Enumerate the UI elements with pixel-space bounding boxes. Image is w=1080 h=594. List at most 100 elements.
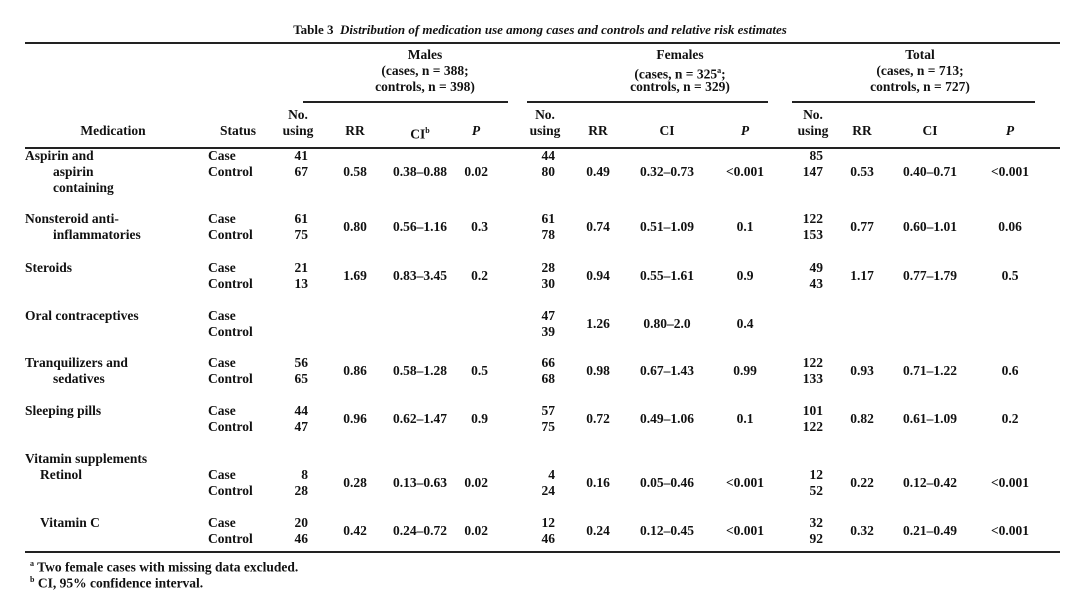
p-value: 0.02 [464, 164, 488, 179]
rr-value: 0.86 [343, 363, 367, 378]
ci-value: 0.05–0.46 [640, 475, 694, 490]
no-using-value: 28 [541, 260, 556, 275]
col-header-no-using: using [797, 123, 829, 138]
footnote: b CI, 95% confidence interval. [30, 572, 203, 592]
no-using-value: 92 [809, 531, 824, 546]
medication-label: aspirin [53, 164, 94, 179]
group-rule-males [303, 101, 508, 103]
footnote: a Two female cases with missing data exc… [30, 556, 298, 576]
status-label: Control [208, 419, 253, 434]
status-label: Control [208, 276, 253, 291]
col-header-p: P [471, 123, 481, 138]
group-header-total: Total [905, 47, 935, 62]
ci-value: 0.40–0.71 [903, 164, 957, 179]
footnote-mark: b [425, 126, 430, 135]
no-using-value: 21 [294, 260, 309, 275]
no-using-value: 24 [541, 483, 556, 498]
no-using-value: 52 [809, 483, 824, 498]
no-using-value: 43 [809, 276, 824, 291]
cases-count: (cases, n = 388; [381, 63, 469, 78]
col-header-rr: RR [345, 123, 365, 138]
p-value: <0.001 [725, 523, 765, 538]
medication-label: Nonsteroid anti- [25, 211, 119, 226]
group-rule-females [527, 101, 768, 103]
no-using-value: 68 [541, 371, 556, 386]
col-header-p: P [1005, 123, 1015, 138]
rr-value: 0.22 [850, 475, 874, 490]
cases-count: (cases, n = 325 [634, 66, 718, 82]
no-using-value: 133 [802, 371, 823, 386]
p-value: 0.4 [736, 316, 754, 331]
col-header-p: P [740, 123, 750, 138]
no-using-value: 65 [294, 371, 309, 386]
col-header-no-using: No. [535, 107, 555, 122]
col-header-status: Status [219, 123, 257, 138]
status-label: Control [208, 483, 253, 498]
ci-value: 0.12–0.42 [903, 475, 957, 490]
ci-value: 0.83–3.45 [393, 268, 447, 283]
no-using-value: 153 [802, 227, 823, 242]
medication-label: inflammatories [53, 227, 141, 242]
ci-value: 0.67–1.43 [640, 363, 694, 378]
header-rule [25, 147, 1060, 149]
status-label: Control [208, 227, 253, 242]
status-label: Control [208, 324, 253, 339]
ci-label: CI [922, 123, 938, 138]
group-header-males: Males [407, 47, 443, 62]
medication-label: Retinol [40, 467, 82, 482]
rr-value: 0.32 [850, 523, 874, 538]
status-label: Case [208, 515, 236, 530]
ci-value: 0.12–0.45 [640, 523, 694, 538]
p-value: 0.9 [736, 268, 754, 283]
table-label: Table 3 [293, 22, 334, 37]
no-using-value: 147 [802, 164, 823, 179]
ci-value: 0.13–0.63 [393, 475, 447, 490]
medication-label: sedatives [53, 371, 105, 386]
rr-value: 0.93 [850, 363, 874, 378]
p-value: 0.5 [1001, 268, 1019, 283]
medication-label: Aspirin and [25, 148, 94, 163]
ci-value: 0.61–1.09 [903, 411, 957, 426]
no-using-value: 122 [802, 211, 823, 226]
no-using-value: 44 [294, 403, 309, 418]
rr-value: 1.17 [850, 268, 874, 283]
no-using-value: 13 [294, 276, 309, 291]
no-using-value: 66 [541, 355, 556, 370]
rr-value: 1.26 [586, 316, 610, 331]
no-using-value: 30 [541, 276, 556, 291]
ci-value: 0.49–1.06 [640, 411, 694, 426]
col-header-no-using: No. [803, 107, 823, 122]
no-using-value: 78 [541, 227, 556, 242]
p-value: 0.2 [1001, 411, 1019, 426]
medication-label: Sleeping pills [25, 403, 102, 418]
ci-value: 0.24–0.72 [393, 523, 447, 538]
no-using-value: 44 [541, 148, 556, 163]
p-value: 0.06 [998, 219, 1022, 234]
ci-label: CI [410, 126, 426, 142]
p-value: 0.02 [464, 475, 488, 490]
no-using-value: 4 [548, 467, 555, 482]
punctuation: ; [721, 66, 726, 82]
no-using-value: 47 [294, 419, 309, 434]
p-value: 0.1 [736, 411, 754, 426]
no-using-value: 12 [541, 515, 556, 530]
ci-value: 0.21–0.49 [903, 523, 957, 538]
status-label: Case [208, 467, 236, 482]
ci-value: 0.60–1.01 [903, 219, 957, 234]
no-using-value: 56 [294, 355, 309, 370]
no-using-value: 80 [541, 164, 556, 179]
no-using-value: 75 [294, 227, 309, 242]
no-using-value: 61 [294, 211, 309, 226]
no-using-value: 122 [802, 419, 823, 434]
no-using-value: 28 [294, 483, 309, 498]
rr-value: 0.98 [586, 363, 610, 378]
ci-value: 0.32–0.73 [640, 164, 694, 179]
p-value: <0.001 [990, 523, 1030, 538]
no-using-value: 61 [541, 211, 556, 226]
status-label: Case [208, 260, 236, 275]
rr-value: 0.80 [343, 219, 367, 234]
group-subheader-controls: controls, n = 727) [870, 79, 970, 94]
status-label: Case [208, 148, 236, 163]
footnote-text: Two female cases with missing data exclu… [37, 559, 299, 575]
no-using-value: 41 [294, 148, 309, 163]
